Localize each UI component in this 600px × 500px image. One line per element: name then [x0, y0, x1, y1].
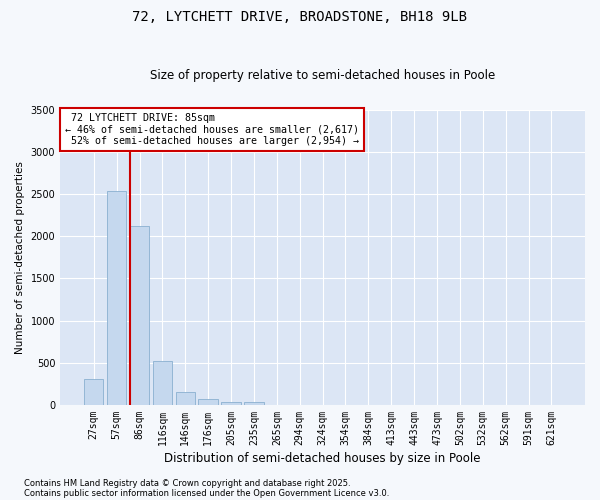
Text: Contains public sector information licensed under the Open Government Licence v3: Contains public sector information licen…: [24, 488, 389, 498]
Bar: [84, 379, 103, 405]
Bar: [221, 402, 241, 405]
Text: Contains HM Land Registry data © Crown copyright and database right 2025.: Contains HM Land Registry data © Crown c…: [24, 478, 350, 488]
Bar: [130, 226, 149, 405]
Text: 72, LYTCHETT DRIVE, BROADSTONE, BH18 9LB: 72, LYTCHETT DRIVE, BROADSTONE, BH18 9LB: [133, 10, 467, 24]
Y-axis label: Number of semi-detached properties: Number of semi-detached properties: [15, 161, 25, 354]
Bar: [176, 392, 195, 405]
Bar: [244, 402, 263, 405]
Text: 72 LYTCHETT DRIVE: 85sqm
← 46% of semi-detached houses are smaller (2,617)
 52% : 72 LYTCHETT DRIVE: 85sqm ← 46% of semi-d…: [65, 112, 359, 146]
Bar: [152, 361, 172, 405]
Title: Size of property relative to semi-detached houses in Poole: Size of property relative to semi-detach…: [150, 69, 495, 82]
X-axis label: Distribution of semi-detached houses by size in Poole: Distribution of semi-detached houses by …: [164, 452, 481, 465]
Bar: [199, 398, 218, 405]
Bar: [107, 190, 127, 405]
